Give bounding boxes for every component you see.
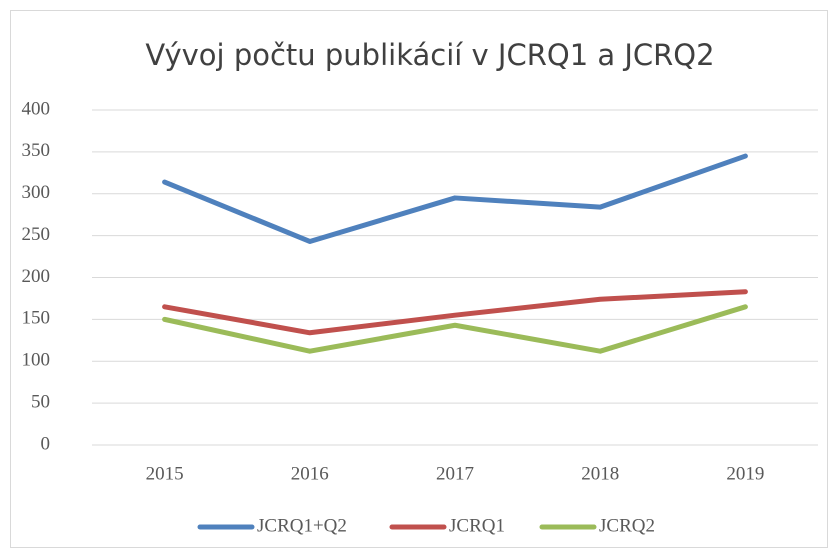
legend-label: JCRQ1	[449, 515, 505, 536]
x-tick-label: 2017	[436, 463, 474, 484]
series-line	[162, 153, 748, 244]
y-tick-label: 200	[22, 266, 51, 287]
x-tick-label: 2019	[726, 463, 764, 484]
x-tick-label: 2016	[291, 463, 329, 484]
y-tick-label: 250	[22, 224, 51, 245]
series-line	[162, 289, 748, 336]
y-tick-label: 300	[22, 182, 51, 203]
y-tick-label: 0	[41, 433, 51, 454]
x-tick-label: 2015	[146, 463, 184, 484]
y-tick-label: 50	[31, 391, 50, 412]
chart-border	[10, 10, 828, 548]
y-tick-label: 350	[22, 140, 51, 161]
x-tick-label: 2018	[581, 463, 619, 484]
legend-label: JCRQ1+Q2	[257, 515, 347, 536]
legend-label: JCRQ2	[599, 515, 655, 536]
y-tick-label: 150	[22, 308, 51, 329]
chart-title: Vývoj počtu publikácií v JCRQ1 a JCRQ2	[145, 38, 714, 72]
y-tick-label: 400	[22, 98, 51, 119]
series-line	[162, 304, 748, 354]
y-tick-label: 100	[22, 350, 51, 371]
